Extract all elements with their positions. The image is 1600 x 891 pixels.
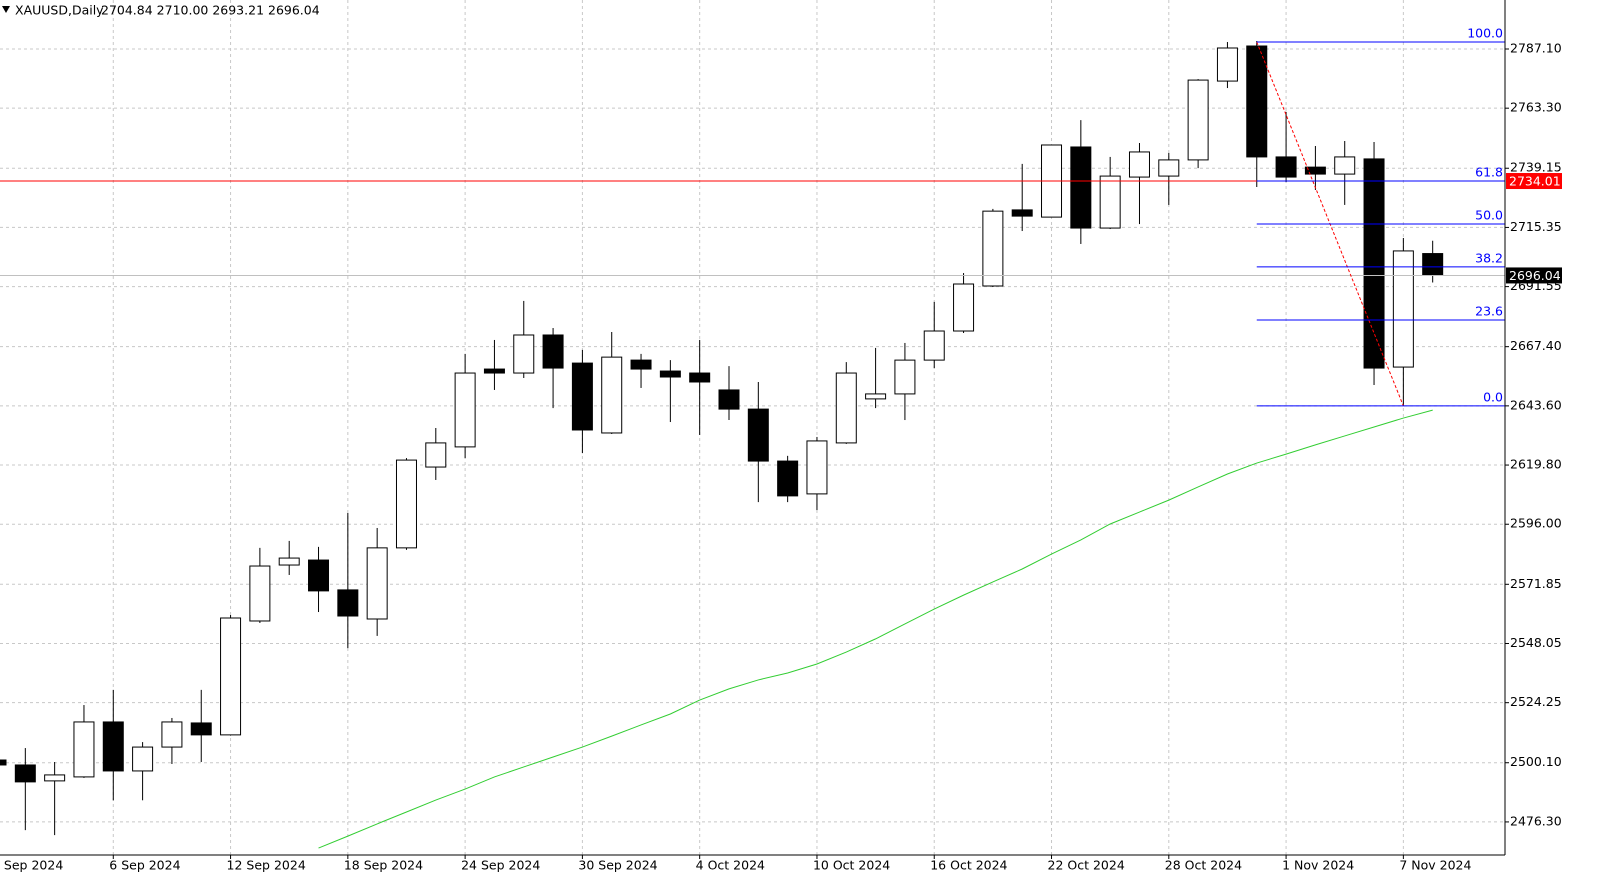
- candle-body: [542, 334, 564, 369]
- fib-level-label: 23.6: [1475, 303, 1503, 318]
- x-tick-label: 16 Oct 2024: [930, 858, 1007, 873]
- y-tick-label: 2739.15: [1510, 160, 1562, 175]
- candle-body: [747, 408, 769, 462]
- x-tick-label: 28 Oct 2024: [1165, 858, 1242, 873]
- candle-body: [659, 370, 681, 378]
- y-tick-label: 2571.85: [1510, 576, 1562, 591]
- candle-body: [923, 330, 945, 361]
- x-tick-label: 18 Sep 2024: [344, 858, 423, 873]
- y-tick-label: 2763.30: [1510, 100, 1562, 115]
- candle-body: [1422, 253, 1444, 276]
- candle-body: [102, 721, 124, 772]
- candle-body: [1187, 79, 1209, 161]
- y-tick-label: 2787.10: [1510, 40, 1562, 55]
- price-label-box: [1506, 173, 1562, 190]
- candle-body: [425, 442, 447, 468]
- x-tick-label: 2 Sep 2024: [0, 858, 63, 873]
- x-tick-label: 30 Sep 2024: [578, 858, 657, 873]
- candle-body: [835, 372, 857, 444]
- y-tick-label: 2667.40: [1510, 338, 1562, 353]
- candle-body: [1363, 158, 1385, 369]
- candle-body: [454, 372, 476, 448]
- candle-body: [1216, 47, 1238, 82]
- price-label: 2734.01: [1509, 174, 1561, 189]
- fib-level-label: 50.0: [1475, 207, 1503, 222]
- candle-body: [366, 547, 388, 620]
- candle-body: [601, 356, 623, 434]
- candle-body: [1099, 175, 1121, 229]
- candle-body: [395, 459, 417, 549]
- candle-body: [73, 721, 95, 778]
- candle-body: [953, 283, 975, 332]
- collapse-icon[interactable]: [2, 6, 10, 13]
- candle-body: [1070, 146, 1092, 229]
- fib-level-label: 0.0: [1483, 389, 1503, 404]
- fib-level-label: 100.0: [1467, 26, 1503, 41]
- candle-body: [220, 617, 242, 736]
- candle-body: [44, 774, 66, 782]
- candle-body: [1158, 159, 1180, 177]
- x-tick-label: 1 Nov 2024: [1282, 858, 1354, 873]
- candle-body: [1334, 156, 1356, 175]
- x-tick-label: 7 Nov 2024: [1399, 858, 1471, 873]
- candle-body: [689, 372, 711, 383]
- moving-average: [318, 409, 1433, 849]
- candle-body: [1011, 209, 1033, 217]
- candle-body: [0, 759, 7, 766]
- chart-title: XAUUSD,Daily: [15, 3, 104, 18]
- candle-body: [806, 440, 828, 495]
- y-tick-label: 2619.80: [1510, 457, 1562, 472]
- candle-body: [1128, 151, 1150, 178]
- candle-body: [190, 722, 212, 736]
- candle-body: [513, 334, 535, 374]
- y-tick-label: 2524.25: [1510, 694, 1562, 709]
- candle-body: [630, 359, 652, 370]
- candle-body: [1246, 45, 1268, 158]
- price-label: 2696.04: [1509, 268, 1561, 283]
- candle-body: [982, 210, 1004, 287]
- candle-body: [337, 589, 359, 617]
- y-tick-label: 2715.35: [1510, 219, 1562, 234]
- candle-body: [161, 721, 183, 748]
- candle-body: [1304, 166, 1326, 175]
- y-tick-label: 2691.55: [1510, 278, 1562, 293]
- candle-body: [894, 359, 916, 395]
- x-tick-label: 6 Sep 2024: [109, 858, 180, 873]
- y-tick-label: 2643.60: [1510, 397, 1562, 412]
- fib-level-label: 61.8: [1475, 165, 1503, 180]
- candle-body: [1275, 156, 1297, 178]
- candle-body: [571, 362, 593, 431]
- candle-body: [865, 393, 887, 400]
- candle-body: [249, 565, 271, 622]
- price-label-box: [1506, 267, 1562, 284]
- candle-body: [483, 368, 505, 374]
- candle-body: [278, 557, 300, 566]
- x-tick-label: 22 Oct 2024: [1048, 858, 1125, 873]
- ohlc-label: 2704.84 2710.00 2693.21 2696.04: [101, 3, 320, 18]
- y-tick-label: 2476.30: [1510, 813, 1562, 828]
- candle-body: [308, 559, 330, 592]
- y-tick-label: 2548.05: [1510, 635, 1562, 650]
- y-tick-label: 2596.00: [1510, 516, 1562, 531]
- x-tick-label: 12 Sep 2024: [227, 858, 306, 873]
- candle-body: [718, 389, 740, 410]
- candle-body: [777, 460, 799, 497]
- fib-level-label: 38.2: [1475, 250, 1503, 265]
- x-tick-label: 10 Oct 2024: [813, 858, 890, 873]
- x-tick-label: 4 Oct 2024: [696, 858, 765, 873]
- candle-body: [14, 764, 36, 783]
- y-tick-label: 2500.10: [1510, 754, 1562, 769]
- candle-body: [132, 746, 154, 772]
- x-tick-label: 24 Sep 2024: [461, 858, 540, 873]
- candle-body: [1392, 250, 1414, 368]
